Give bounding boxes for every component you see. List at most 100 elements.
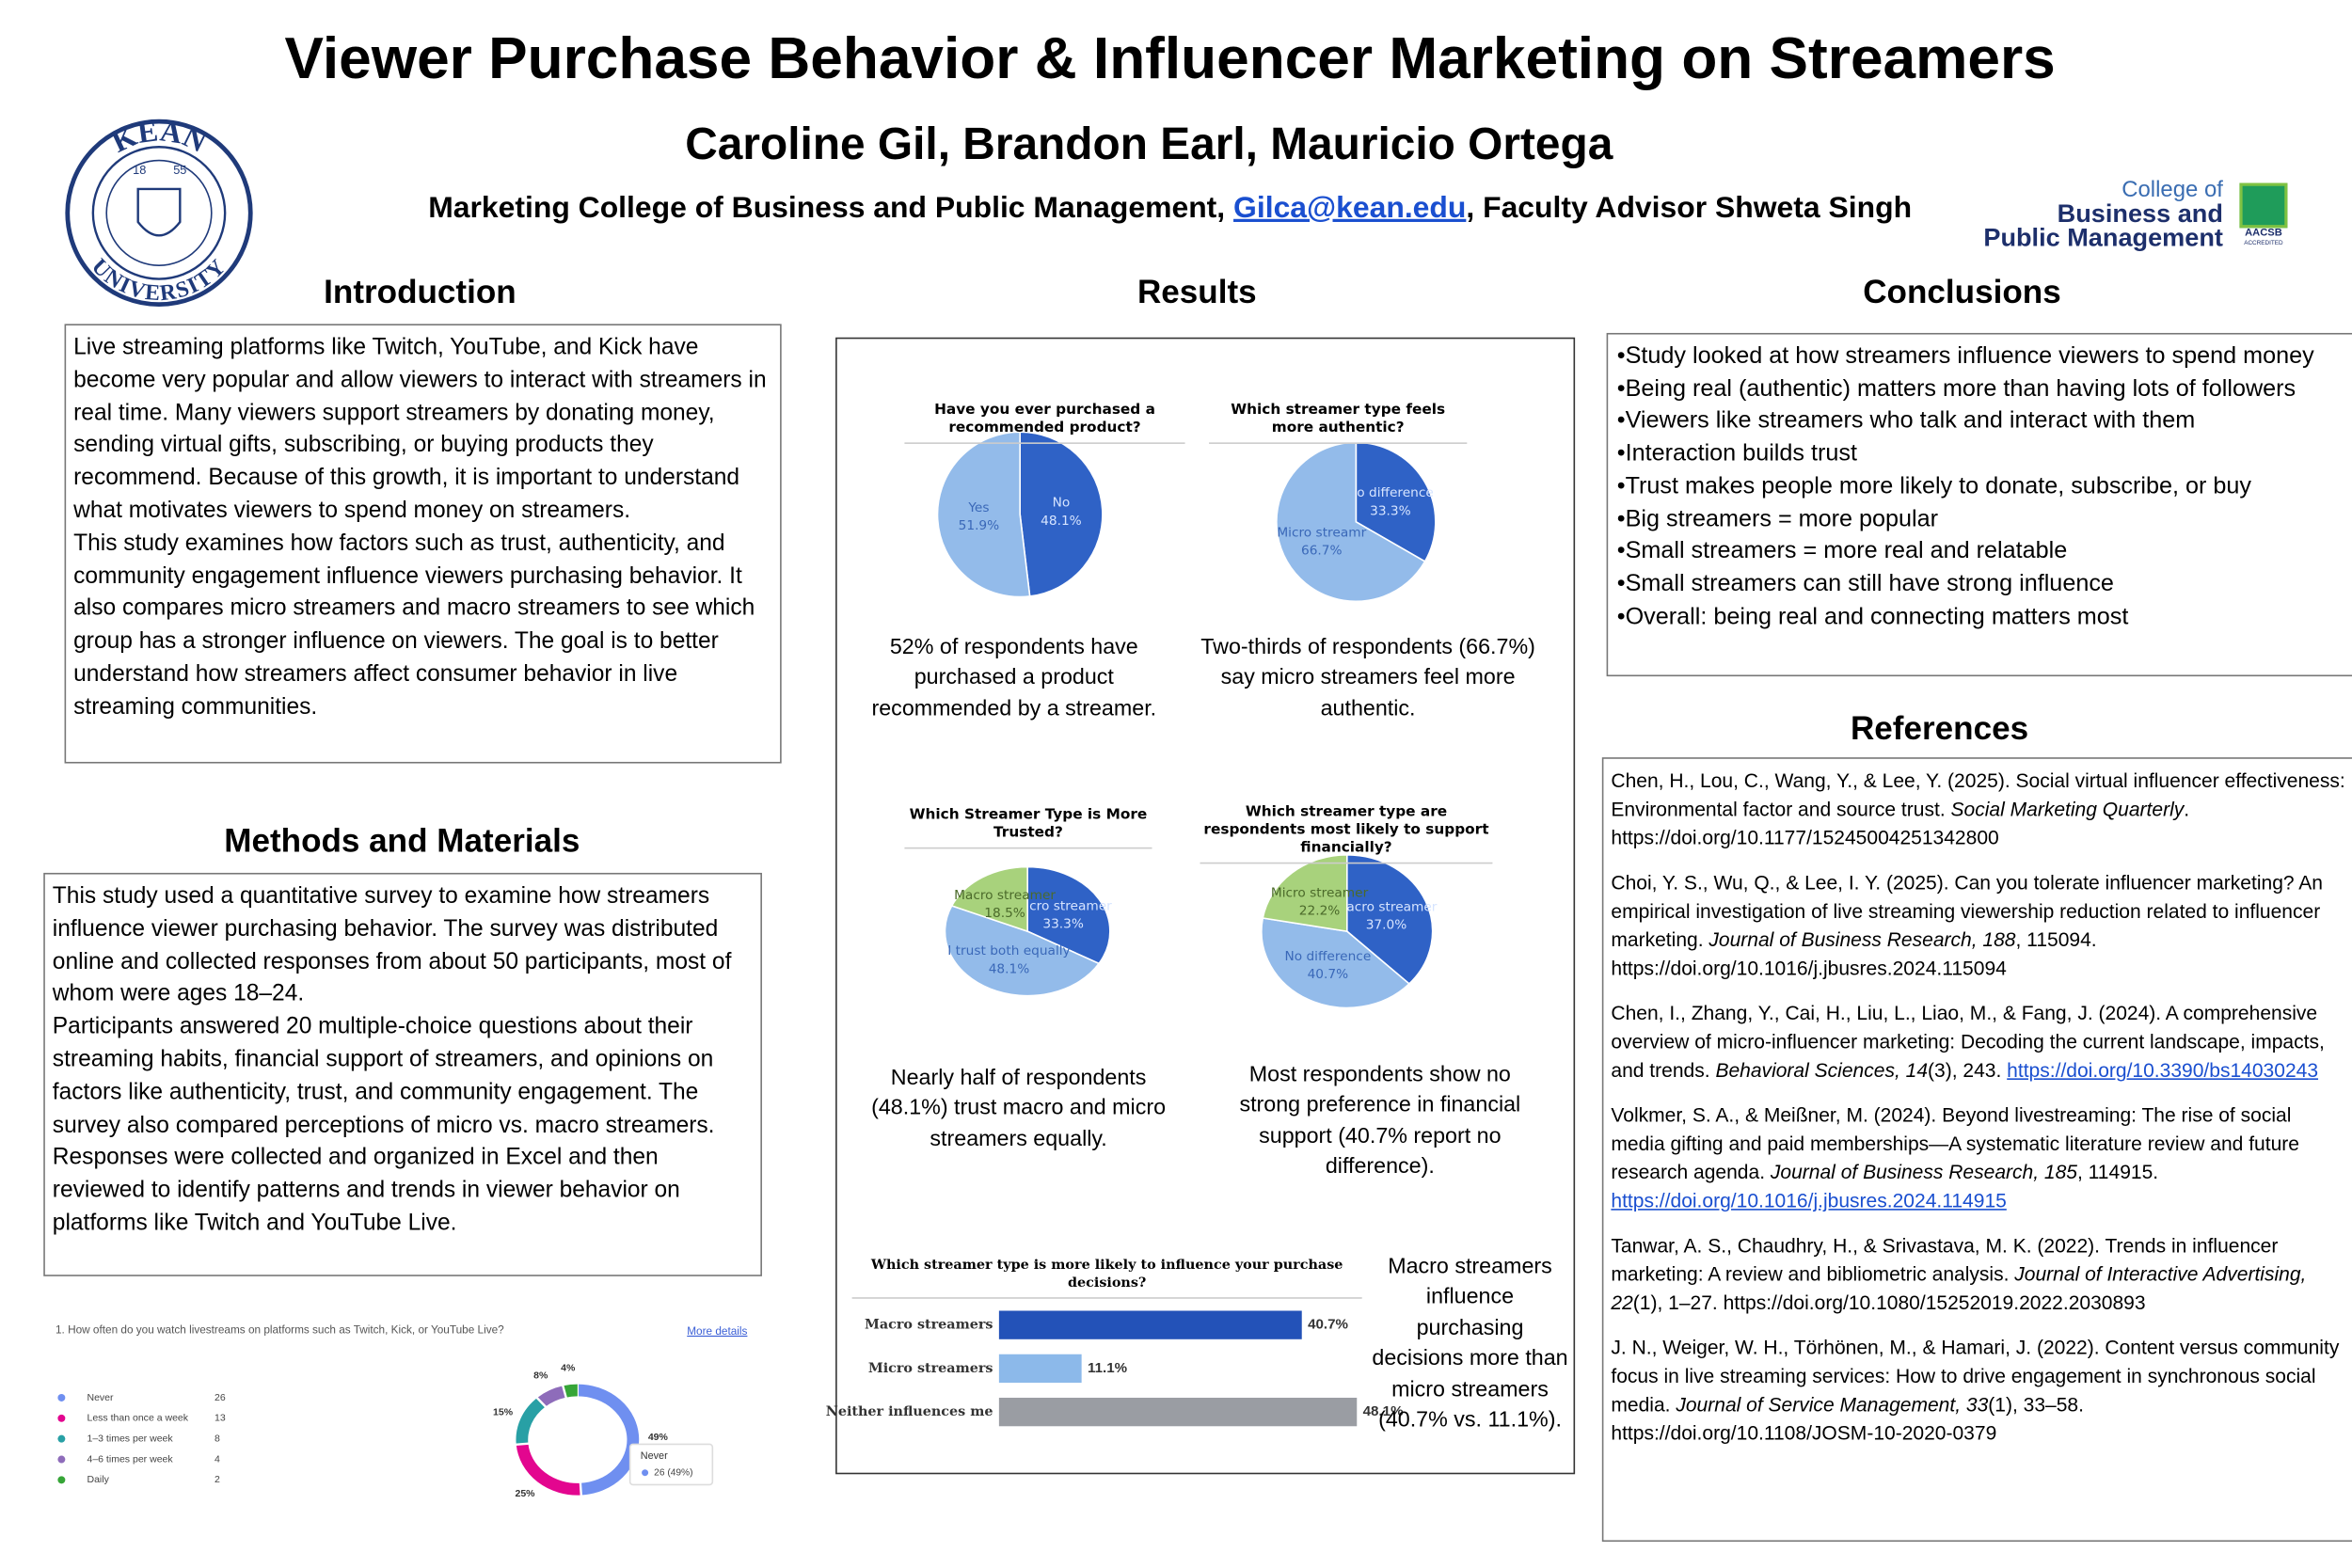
reference-italic: Social Marketing Quarterly xyxy=(1950,798,2185,821)
conclusions-box: •Study looked at how streamers influence… xyxy=(1606,332,2352,677)
legend-count: 26 xyxy=(215,1392,226,1403)
bullet-item: •Small streamers can still have strong i… xyxy=(1616,571,2114,597)
legend-label: 1–3 times per week xyxy=(87,1433,173,1444)
paragraph: Responses were collected and organized i… xyxy=(52,1145,680,1236)
reference-italic: Behavioral Sciences, 14 xyxy=(1715,1058,1929,1082)
section-heading: Results xyxy=(1136,273,1257,311)
pie-slice xyxy=(944,904,1101,997)
results-box xyxy=(835,337,1576,1475)
reference-text: (1), 1–27. https://doi.org/10.1080/15252… xyxy=(1632,1291,2146,1314)
bullet-item: •Viewers like streamers who talk and int… xyxy=(1616,408,2196,435)
reference-link[interactable]: https://doi.org/10.3390/bs14030243 xyxy=(2007,1058,2319,1082)
pie-slice xyxy=(1026,865,1111,965)
paragraph: This study examines how factors such as … xyxy=(73,531,755,720)
bullet-item: •Overall: being real and connecting matt… xyxy=(1616,603,2129,630)
reference-text: (1), 33–58. https://doi.org/10.1108/JOSM… xyxy=(1611,1393,2084,1445)
percent-label: 49% xyxy=(648,1432,669,1443)
kean-seal: KEAN UNIVERSITY 18 55 xyxy=(65,114,253,308)
slice-value-label: 51.9% xyxy=(959,518,1000,533)
chart-caption: Most respondents show no strong preferen… xyxy=(1239,1063,1521,1180)
tooltip xyxy=(628,1443,714,1486)
slice-value-label: 37.0% xyxy=(1366,918,1407,933)
logo-text: Public Management xyxy=(1983,223,2223,252)
donut-segment xyxy=(516,1443,581,1496)
pie-slice xyxy=(950,865,1028,933)
bar-category-label: Macro streamers xyxy=(865,1318,993,1333)
bar-value-label: 48.1% xyxy=(1363,1403,1404,1419)
slice-value-label: 33.3% xyxy=(1370,503,1411,518)
legend-label: Never xyxy=(87,1392,114,1403)
reference-italic: Journal of Interactive Advertising, 22 xyxy=(1611,1262,2307,1314)
reference-text: J. N., Weiger, W. H., Törhönen, M., & Ha… xyxy=(1611,1336,2340,1417)
legend-dot xyxy=(57,1393,66,1402)
chart-caption: Two-thirds of respondents (66.7%) say mi… xyxy=(1200,636,1535,721)
legend-count: 13 xyxy=(215,1413,226,1424)
aacsb-badge: AACSB ACCREDITED xyxy=(2236,182,2290,252)
bullet-item: •Big streamers = more popular xyxy=(1616,506,1939,532)
slice-label: Micro streamer xyxy=(1014,898,1112,913)
segment-gap xyxy=(532,1393,549,1411)
pie-slice xyxy=(1345,854,1434,985)
reference-text: (3), 243. xyxy=(1928,1058,2008,1082)
section-heading: Methods and Materials xyxy=(224,821,580,860)
reference: Chen, H., Lou, C., Wang, Y., & Lee, Y. (… xyxy=(1611,767,2347,852)
reference: Tanwar, A. S., Chaudhry, H., & Srivastav… xyxy=(1611,1231,2347,1317)
section-heading: Introduction xyxy=(324,273,516,311)
section-heading: Conclusions xyxy=(1863,273,2061,311)
slice-value-label: 18.5% xyxy=(984,906,1025,921)
slice-label: Yes xyxy=(967,500,989,515)
tooltip-dot xyxy=(642,1469,649,1477)
reference-text: , 114915. xyxy=(2076,1161,2159,1183)
reference-link[interactable]: https://doi.org/10.1016/j.jbusres.2024.1… xyxy=(1611,1189,2007,1212)
bullet-item: •Being real (authentic) matters more tha… xyxy=(1616,375,2296,402)
bar-category-label: Neither influences me xyxy=(826,1404,993,1419)
segment-gap xyxy=(511,1442,533,1447)
bar-category-label: Micro streamers xyxy=(868,1361,993,1376)
bar xyxy=(998,1354,1082,1384)
bullet-item: •Interaction builds trust xyxy=(1616,440,1857,467)
slice-label: Micro streamr xyxy=(1277,525,1366,540)
legend-label: Less than once a week xyxy=(87,1413,188,1424)
bullet-item: •Small streamers = more real and relatab… xyxy=(1616,538,2068,564)
slice-value-label: 48.1% xyxy=(989,961,1030,976)
legend-label: 4–6 times per week xyxy=(87,1453,173,1465)
bar xyxy=(998,1310,1302,1339)
bar xyxy=(998,1397,1358,1427)
paragraph: Live streaming platforms like Twitch, Yo… xyxy=(73,334,767,524)
bar-value-label: 40.7% xyxy=(1308,1317,1348,1333)
reference-text: . https://doi.org/10.1177/15245004251342… xyxy=(1611,798,2190,849)
reference-italic: Journal of Business Research, 185 xyxy=(1770,1161,2077,1183)
seal-ring xyxy=(65,119,253,308)
chart-caption: Nearly half of respondents (48.1%) trust… xyxy=(871,1066,1167,1152)
reference-text: Tanwar, A. S., Chaudhry, H., & Srivastav… xyxy=(1611,1234,2279,1286)
methods-box: This study used a quantitative survey to… xyxy=(43,872,762,1276)
details-link[interactable]: More details xyxy=(687,1325,747,1338)
slice-value-label: 40.7% xyxy=(1308,967,1349,982)
email-link[interactable]: Gilca@kean.edu xyxy=(1233,192,1467,226)
seal-ring xyxy=(105,159,213,267)
pie-slice xyxy=(936,431,1031,598)
reference-text: Chen, I., Zhang, Y., Cai, H., Liu, L., L… xyxy=(1611,1002,2325,1082)
tooltip-title: Never xyxy=(641,1450,668,1462)
seal-year: 18 xyxy=(133,163,146,177)
segment-gap xyxy=(561,1381,568,1402)
donut-segment xyxy=(516,1397,546,1445)
slice-label: No xyxy=(1053,496,1071,511)
reference: J. N., Weiger, W. H., Törhönen, M., & Ha… xyxy=(1611,1333,2347,1447)
reference-text: Volkmer, S. A., & Meißner, M. (2024). Be… xyxy=(1611,1103,2299,1183)
chart-title: Which streamer type feels more authentic… xyxy=(1209,402,1468,444)
slice-label: Macro streamer xyxy=(1336,899,1438,914)
chart-title: Which streamer type are respondents most… xyxy=(1200,804,1493,864)
percent-label: 8% xyxy=(533,1370,548,1382)
references-box: Chen, H., Lou, C., Wang, Y., & Lee, Y. (… xyxy=(1601,757,2352,1543)
percent-label: 15% xyxy=(493,1407,514,1418)
slice-label: Micro streamer xyxy=(1271,885,1369,900)
badge-square xyxy=(2239,182,2288,229)
badge-text: AACSB xyxy=(2245,228,2282,239)
paragraph: Participants answered 20 multiple-choice… xyxy=(52,1014,715,1138)
chart-title: Which Streamer Type is More Trusted? xyxy=(904,807,1152,849)
bullet-item: •Trust makes people more likely to donat… xyxy=(1616,473,2252,499)
authors: Caroline Gil, Brandon Earl, Mauricio Ort… xyxy=(685,119,1613,170)
